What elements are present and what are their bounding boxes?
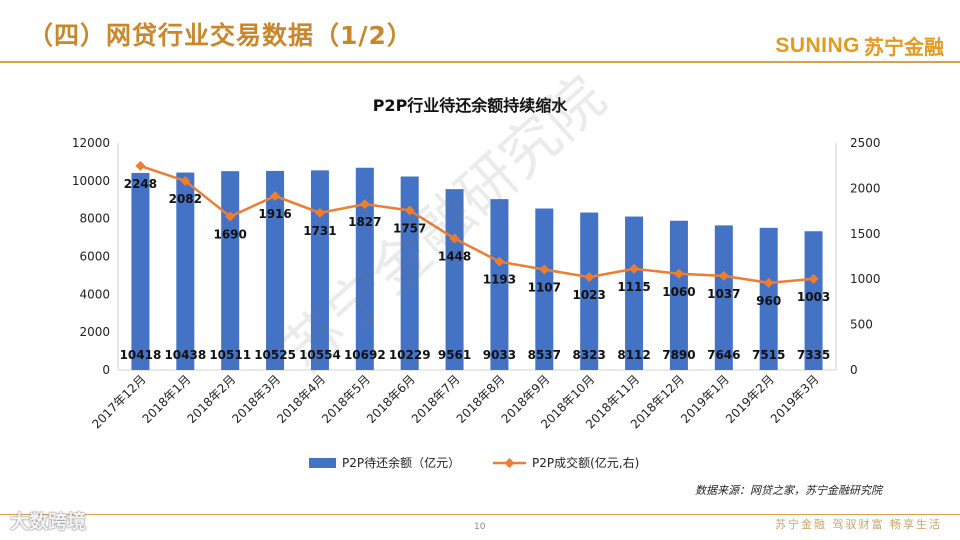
- line-point: [673, 268, 684, 279]
- logo-text-cn: 苏宁金融: [864, 35, 944, 59]
- line-point: [135, 160, 146, 171]
- bar-value-label: 10438: [164, 348, 206, 362]
- line-value-label: 1827: [348, 215, 381, 229]
- footer-slogan: 苏宁金融 驾驭财富 畅享生活: [775, 518, 942, 531]
- line-point: [584, 272, 595, 283]
- bar: [625, 216, 644, 370]
- legend-line-label: P2P成交额(亿元,右): [532, 455, 639, 470]
- bar-value-label: 7335: [797, 348, 830, 362]
- line-value-label: 1037: [707, 287, 740, 301]
- bar: [580, 212, 599, 370]
- bar-value-label: 7646: [707, 348, 740, 362]
- y2-tick-label: 500: [850, 318, 873, 332]
- y-tick-label: 10000: [72, 174, 110, 188]
- y2-tick-label: 0: [850, 363, 858, 377]
- line-value-label: 1060: [662, 285, 695, 299]
- line-point: [629, 263, 640, 274]
- line-value-label: 2082: [169, 192, 202, 206]
- y-tick-label: 6000: [79, 250, 110, 264]
- bar: [490, 199, 509, 370]
- bar-value-label: 9033: [483, 348, 516, 362]
- bar: [669, 220, 688, 370]
- line-value-label: 1690: [213, 228, 246, 242]
- bar: [535, 208, 554, 370]
- bar-value-label: 8323: [572, 348, 605, 362]
- page-title: （四）网贷行业交易数据（1/2）: [28, 21, 413, 50]
- bar-value-label: 7515: [752, 348, 785, 362]
- line-value-label: 1115: [617, 280, 650, 294]
- y-tick-label: 8000: [79, 212, 110, 226]
- x-tick-label: 2019年3月: [768, 372, 822, 426]
- bar: [759, 227, 778, 370]
- bar-value-label: 10511: [209, 348, 251, 362]
- bar-value-label: 7890: [662, 348, 695, 362]
- line-point: [314, 207, 325, 218]
- line-value-label: 1731: [303, 224, 336, 238]
- line-value-label: 1023: [572, 288, 605, 302]
- legend-line-marker: [504, 458, 515, 468]
- y2-tick-label: 2000: [850, 181, 881, 195]
- line-value-label: 2248: [124, 177, 157, 191]
- bar-value-label: 8537: [528, 348, 561, 362]
- suning-logo: SUNING 苏宁金融: [775, 31, 944, 60]
- line-point: [225, 211, 236, 222]
- line-value-label: 1107: [528, 280, 561, 294]
- bar-value-label: 10692: [344, 348, 386, 362]
- footer-divider: [0, 514, 960, 515]
- line-value-label: 1448: [438, 250, 471, 264]
- line-value-label: 1193: [483, 273, 516, 287]
- line-value-label: 1003: [797, 290, 830, 304]
- line-point: [449, 233, 460, 244]
- bar-value-label: 8112: [617, 348, 650, 362]
- data-source: 数据来源：网贷之家，苏宁金融研究院: [695, 484, 882, 497]
- x-tick-label: 2017年12月: [89, 372, 148, 431]
- line-point: [404, 205, 415, 216]
- series-line: [140, 164, 814, 285]
- line-point: [763, 277, 774, 288]
- legend-bar-label: P2P待还余额（亿元）: [342, 455, 460, 470]
- y-tick-label: 4000: [79, 287, 110, 301]
- line-point: [494, 256, 505, 267]
- page-number: 10: [474, 522, 486, 532]
- y2-tick-label: 1500: [850, 227, 881, 241]
- line-value-label: 960: [756, 294, 781, 308]
- bar: [400, 176, 419, 370]
- bar: [355, 167, 374, 370]
- line-point: [270, 191, 281, 202]
- bar: [310, 170, 329, 370]
- line-point: [808, 273, 819, 284]
- logo-text-en: SUNING: [775, 33, 860, 57]
- line-value-label: 1916: [258, 207, 291, 221]
- bar: [176, 172, 195, 370]
- bar: [714, 225, 733, 370]
- bar-value-label: 10229: [389, 348, 431, 362]
- bar: [266, 170, 285, 370]
- line-value-label: 1757: [393, 221, 426, 235]
- bar: [221, 171, 240, 370]
- y-tick-label: 0: [102, 363, 110, 377]
- bar: [131, 172, 150, 370]
- y2-tick-label: 1000: [850, 272, 881, 286]
- y2-tick-label: 2500: [850, 136, 881, 150]
- header-divider: [0, 61, 960, 63]
- line-point: [539, 264, 550, 275]
- chart-title: P2P行业待还余额持续缩水: [372, 96, 568, 115]
- bar-value-label: 9561: [438, 348, 471, 362]
- line-point: [718, 270, 729, 281]
- y-tick-label: 12000: [72, 136, 110, 150]
- line-point: [180, 175, 191, 186]
- corner-watermark: 大数跨境: [10, 511, 87, 533]
- bar-value-label: 10554: [299, 348, 341, 362]
- bar: [804, 231, 823, 370]
- bar-value-label: 10525: [254, 348, 296, 362]
- line-point: [359, 199, 370, 210]
- bar-value-label: 10418: [120, 348, 162, 362]
- legend-bar-swatch: [309, 458, 336, 468]
- y-tick-label: 2000: [79, 325, 110, 339]
